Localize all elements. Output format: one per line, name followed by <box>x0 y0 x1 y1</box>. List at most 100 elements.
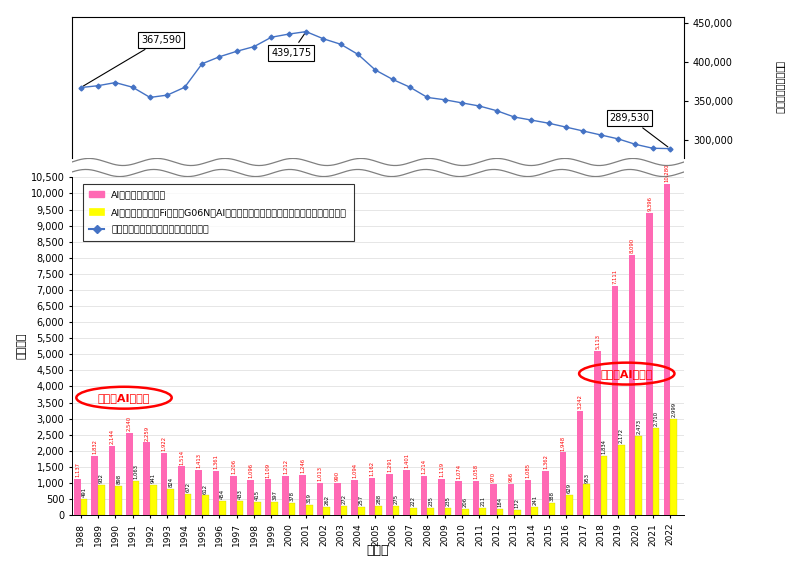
Bar <box>178 466 185 515</box>
Text: 1,291: 1,291 <box>387 457 392 472</box>
Text: 1,362: 1,362 <box>543 454 548 470</box>
Bar <box>91 456 98 515</box>
Text: 953: 953 <box>584 472 590 482</box>
Bar <box>635 436 642 515</box>
Text: 1,246: 1,246 <box>300 458 306 473</box>
Bar <box>334 483 341 515</box>
Text: 国内全体の出願件数: 国内全体の出願件数 <box>775 61 785 114</box>
Bar <box>559 453 566 515</box>
Bar <box>403 470 410 515</box>
Text: 1,832: 1,832 <box>92 439 98 454</box>
Text: 1,162: 1,162 <box>370 461 374 476</box>
Bar <box>219 501 226 515</box>
Bar <box>369 478 375 515</box>
Text: 3,242: 3,242 <box>578 394 582 409</box>
Bar <box>438 479 445 515</box>
Bar <box>611 287 618 515</box>
Text: 2,259: 2,259 <box>144 426 150 440</box>
Bar <box>109 446 115 515</box>
Text: 1,212: 1,212 <box>283 459 288 474</box>
Text: 272: 272 <box>342 494 346 504</box>
Bar <box>566 495 573 515</box>
Text: 275: 275 <box>394 494 398 504</box>
Text: 898: 898 <box>116 474 121 484</box>
Bar <box>490 484 497 515</box>
Bar <box>167 489 174 515</box>
Text: 1,514: 1,514 <box>179 449 184 464</box>
Bar <box>247 480 254 515</box>
Bar <box>98 485 105 515</box>
Text: 932: 932 <box>98 473 104 483</box>
Text: 612: 612 <box>203 484 208 494</box>
Text: 5,113: 5,113 <box>595 334 600 348</box>
Text: 8,090: 8,090 <box>630 238 634 253</box>
Text: 1,119: 1,119 <box>439 462 444 477</box>
Bar <box>473 481 479 515</box>
Bar <box>594 351 601 515</box>
Text: 1,214: 1,214 <box>422 459 426 474</box>
Bar <box>629 255 635 515</box>
Bar <box>618 445 625 515</box>
Text: 491: 491 <box>82 488 86 498</box>
Legend: AI関連発明（左軸）, AI関連発明のうちFiとしてG06N（AIコア技術）が付与されている特許出願（左軸）, 《参考》国内全体の出願件数（右軸）: AI関連発明（左軸）, AI関連発明のうちFiとしてG06N（AIコア技術）が付… <box>83 184 354 241</box>
Text: 415: 415 <box>255 490 260 500</box>
Text: 629: 629 <box>567 483 572 493</box>
Bar <box>386 473 393 515</box>
Text: 966: 966 <box>508 472 514 482</box>
Text: 990: 990 <box>335 471 340 481</box>
Text: 433: 433 <box>238 489 242 499</box>
Bar <box>271 502 278 515</box>
Text: 7,111: 7,111 <box>612 269 618 284</box>
Bar <box>531 507 538 515</box>
Text: 2,473: 2,473 <box>636 419 642 434</box>
Bar <box>479 508 486 515</box>
Bar <box>462 508 469 515</box>
Text: 184: 184 <box>498 497 502 507</box>
Bar <box>143 443 150 515</box>
Bar <box>254 502 261 515</box>
Text: 235: 235 <box>446 495 450 506</box>
Text: 1,206: 1,206 <box>231 459 236 475</box>
Bar <box>497 509 503 515</box>
Bar <box>115 486 122 515</box>
Bar <box>299 475 306 515</box>
Text: 211: 211 <box>480 497 486 507</box>
Bar <box>549 503 555 515</box>
Text: 2,540: 2,540 <box>127 417 132 431</box>
Text: 1,013: 1,013 <box>318 466 322 481</box>
Text: 235: 235 <box>428 495 434 506</box>
Bar <box>126 434 133 515</box>
Text: 1,063: 1,063 <box>134 464 138 479</box>
Bar <box>514 510 521 515</box>
Bar <box>323 507 330 515</box>
Bar <box>341 506 347 515</box>
Bar <box>237 501 243 515</box>
Text: 2,144: 2,144 <box>110 429 114 444</box>
Text: 241: 241 <box>532 495 538 506</box>
Bar <box>150 485 157 515</box>
Bar <box>161 453 167 515</box>
Text: 1,834: 1,834 <box>602 439 606 454</box>
Text: 319: 319 <box>307 493 312 503</box>
Text: 824: 824 <box>168 477 173 486</box>
Text: 941: 941 <box>151 473 156 483</box>
Text: 454: 454 <box>220 489 225 499</box>
Text: 出願年: 出願年 <box>366 544 390 557</box>
Text: 378: 378 <box>290 491 294 501</box>
Bar <box>601 456 607 515</box>
Text: 1,413: 1,413 <box>196 453 202 468</box>
Text: 9,396: 9,396 <box>647 196 652 211</box>
Bar <box>646 213 653 515</box>
Bar <box>455 481 462 515</box>
Bar <box>202 495 209 515</box>
Text: 1,401: 1,401 <box>404 453 410 468</box>
Text: 439,175: 439,175 <box>271 34 311 58</box>
Bar <box>577 411 583 515</box>
Text: 1,085: 1,085 <box>526 463 530 479</box>
Text: 289,530: 289,530 <box>610 113 668 147</box>
Bar <box>351 480 358 515</box>
Text: 206: 206 <box>463 497 468 507</box>
Text: 1,058: 1,058 <box>474 464 478 479</box>
Text: 2,710: 2,710 <box>654 411 658 426</box>
Bar <box>282 476 289 515</box>
